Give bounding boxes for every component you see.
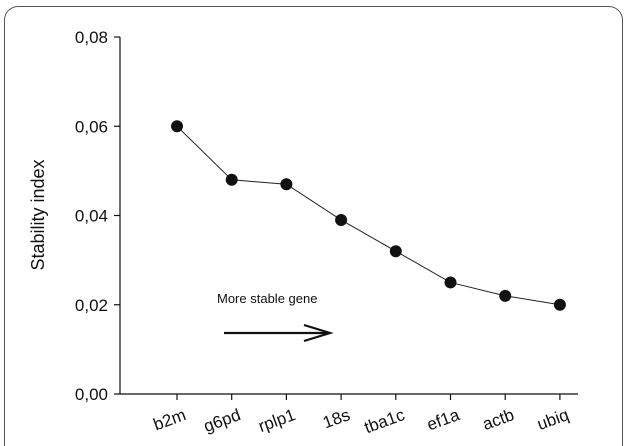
x-tick-label: 18s (320, 405, 352, 432)
data-point (553, 298, 566, 311)
data-point (171, 120, 183, 133)
data-point (225, 173, 238, 186)
x-tick-label: rplp1 (256, 405, 298, 436)
data-point (499, 289, 512, 302)
data-point (280, 178, 293, 191)
annotation: More stable gene (217, 291, 334, 343)
y-tick-label: 0,04 (75, 207, 108, 226)
data-point (389, 245, 402, 258)
data-point (444, 276, 457, 289)
series-points (171, 120, 566, 311)
y-axis-title: Stability index (28, 159, 48, 270)
x-tick-label: tba1c (362, 405, 408, 437)
chart-frame (4, 6, 623, 446)
x-tick-label: g6pd (201, 405, 243, 436)
data-point (335, 213, 348, 226)
axes (119, 37, 578, 395)
series-polyline (176, 125, 560, 306)
x-tick-label: ef1a (424, 405, 462, 434)
annotation-arrowhead (303, 323, 334, 343)
x-ticks: b2m g6pd rplp1 18s tba1c ef1a actb ubiq (151, 394, 571, 437)
y-tick-label: 0,06 (75, 117, 108, 136)
y-tick-label: 0,00 (75, 385, 108, 404)
y-ticks: 0,00 0,02 0,04 0,06 0,08 (75, 28, 120, 404)
x-tick-label: b2m (151, 405, 189, 434)
y-tick-label: 0,08 (75, 28, 108, 47)
series-line (176, 125, 560, 306)
x-tick-label: actb (480, 405, 517, 434)
y-tick-label: 0,02 (75, 296, 108, 315)
x-tick-label: ubiq (535, 405, 572, 434)
annotation-text: More stable gene (217, 291, 317, 306)
